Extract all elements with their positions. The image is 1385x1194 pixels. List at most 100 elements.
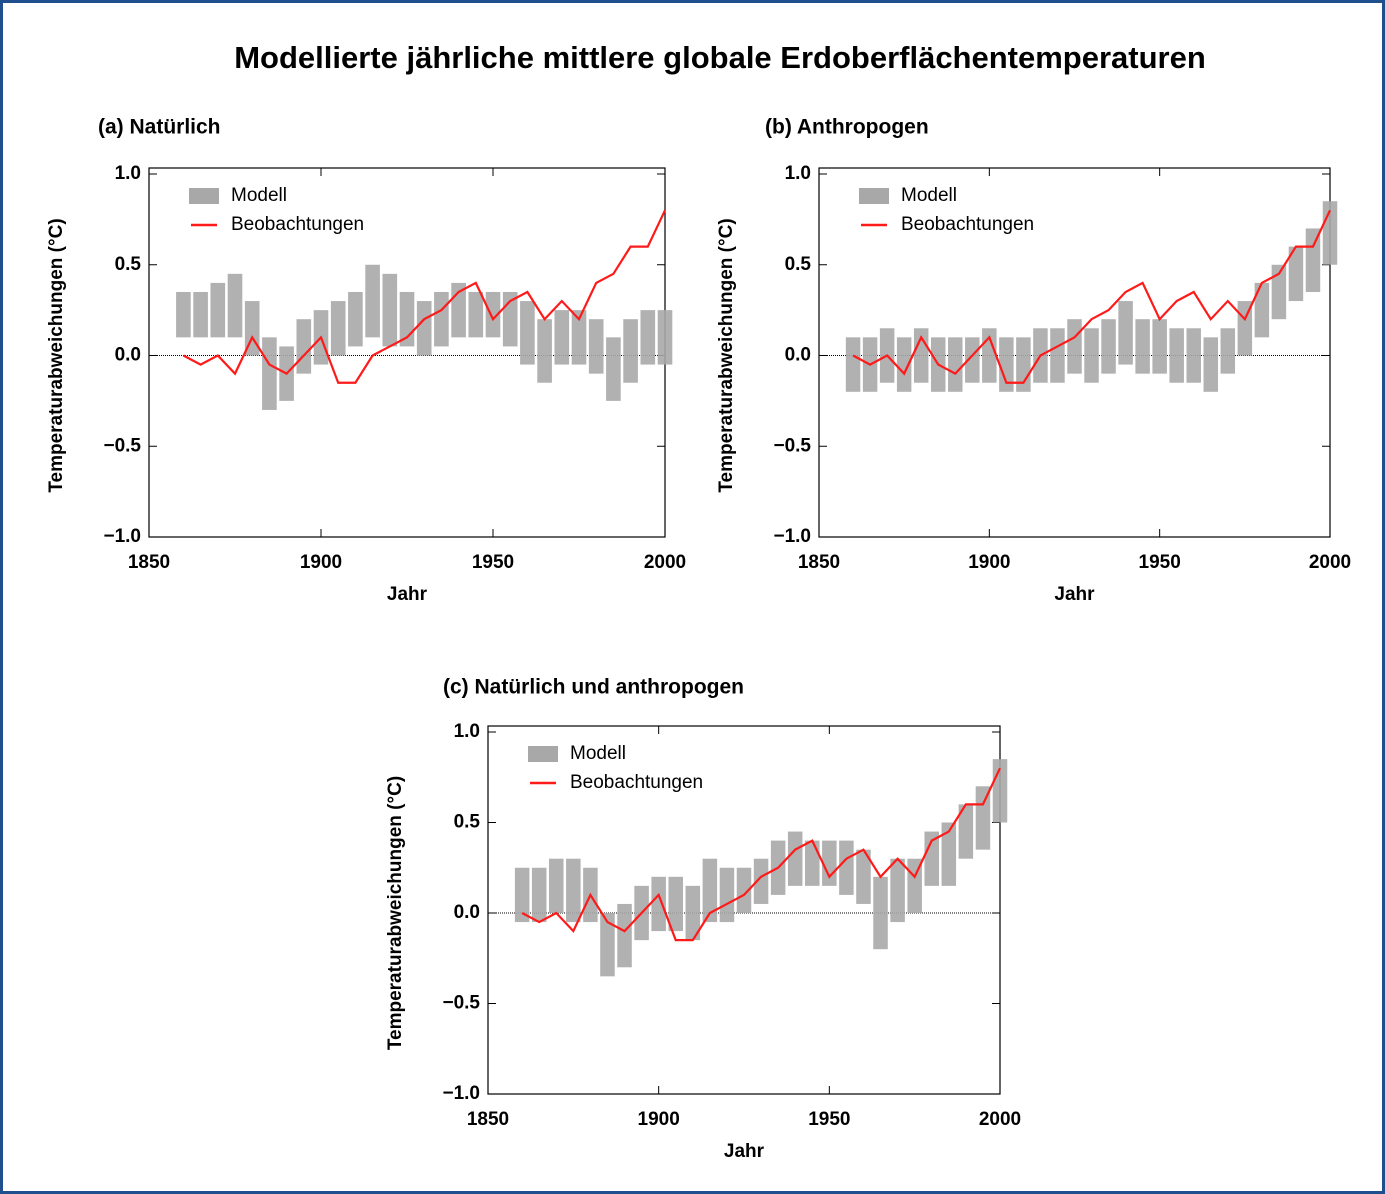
model-range bbox=[514, 867, 530, 923]
model-range bbox=[845, 337, 861, 392]
x-tick-label: 1900 bbox=[968, 552, 1010, 573]
y-tick-label: 1.0 bbox=[454, 721, 480, 742]
model-range bbox=[227, 273, 243, 338]
y-tick-label: −1.0 bbox=[103, 526, 141, 547]
model-range bbox=[1203, 337, 1219, 392]
model-range bbox=[566, 858, 581, 923]
y-axis-label: Temperaturabweichungen (°C) bbox=[385, 776, 406, 1050]
model-range bbox=[702, 858, 718, 923]
model-range bbox=[485, 291, 501, 338]
model-range bbox=[948, 337, 963, 392]
y-tick-label: 1.0 bbox=[785, 163, 811, 184]
model-range bbox=[571, 310, 587, 365]
y-tick-label: −1.0 bbox=[442, 1083, 480, 1104]
model-range bbox=[262, 337, 277, 410]
model-range bbox=[554, 310, 570, 365]
legend-label: Beobachtungen bbox=[570, 772, 703, 793]
model-range bbox=[330, 301, 346, 356]
model-range bbox=[537, 319, 552, 383]
model-range bbox=[1118, 301, 1133, 365]
model-range bbox=[365, 264, 380, 338]
model-range bbox=[640, 310, 656, 365]
legend-label: Beobachtungen bbox=[231, 214, 364, 235]
model-range bbox=[1101, 319, 1116, 374]
y-tick-label: 0.5 bbox=[785, 254, 812, 275]
x-tick-label: 2000 bbox=[979, 1109, 1021, 1130]
model-range bbox=[1169, 328, 1184, 383]
y-axis-label: Temperaturabweichungen (°C) bbox=[716, 218, 737, 492]
model-range bbox=[856, 849, 871, 904]
y-tick-label: 0.5 bbox=[454, 812, 481, 833]
model-range bbox=[617, 903, 632, 968]
model-range bbox=[416, 301, 432, 356]
model-range bbox=[958, 804, 974, 859]
y-tick-label: −1.0 bbox=[773, 526, 811, 547]
model-range bbox=[787, 831, 803, 886]
y-tick-label: 0.0 bbox=[454, 902, 480, 923]
model-range bbox=[1135, 319, 1150, 374]
model-range bbox=[753, 858, 769, 904]
model-range bbox=[1152, 319, 1167, 374]
y-axis-label: Temperaturabweichungen (°C) bbox=[46, 218, 67, 492]
legend-label: Modell bbox=[901, 185, 957, 206]
model-range bbox=[1220, 328, 1236, 374]
model-range bbox=[193, 291, 208, 338]
model-range bbox=[606, 337, 621, 401]
x-tick-label: 1850 bbox=[798, 552, 840, 573]
x-tick-label: 1850 bbox=[467, 1109, 509, 1130]
x-axis-label: Jahr bbox=[724, 1141, 765, 1162]
y-tick-label: −0.5 bbox=[773, 435, 811, 456]
model-range bbox=[382, 273, 398, 347]
model-range bbox=[531, 867, 547, 923]
model-range bbox=[296, 319, 312, 374]
model-range bbox=[588, 319, 604, 374]
x-axis-label: Jahr bbox=[1054, 584, 1095, 605]
model-range bbox=[348, 291, 363, 347]
panel-title: (b) Anthropogen bbox=[765, 116, 929, 139]
model-range bbox=[999, 337, 1014, 392]
x-tick-label: 1950 bbox=[472, 552, 514, 573]
model-range bbox=[549, 858, 564, 913]
observation-line bbox=[852, 209, 1331, 384]
figure-title: Modellierte jährliche mittlere globale E… bbox=[234, 40, 1206, 75]
model-range bbox=[975, 786, 991, 850]
legend-label: Modell bbox=[570, 743, 626, 764]
x-tick-label: 1950 bbox=[808, 1109, 850, 1130]
y-tick-label: −0.5 bbox=[442, 993, 480, 1014]
model-range bbox=[896, 337, 912, 392]
legend-swatch bbox=[528, 746, 558, 762]
model-range bbox=[1254, 282, 1270, 338]
y-tick-label: 0.0 bbox=[115, 345, 141, 366]
x-axis-label: Jahr bbox=[387, 584, 428, 605]
model-range bbox=[924, 831, 939, 886]
plot-area bbox=[487, 725, 1001, 1095]
model-range bbox=[623, 319, 638, 383]
panel-title: (c) Natürlich und anthropogen bbox=[443, 676, 744, 699]
model-range bbox=[1084, 328, 1099, 383]
x-tick-label: 1900 bbox=[638, 1109, 680, 1130]
legend-swatch bbox=[859, 188, 889, 204]
legend-label: Beobachtungen bbox=[901, 214, 1034, 235]
y-tick-label: 1.0 bbox=[115, 163, 141, 184]
model-range bbox=[657, 310, 673, 365]
model-range bbox=[468, 291, 484, 338]
model-range bbox=[1288, 246, 1304, 302]
model-range bbox=[176, 291, 191, 338]
legend-label: Modell bbox=[231, 185, 287, 206]
model-range bbox=[1271, 264, 1287, 320]
x-tick-label: 1850 bbox=[128, 552, 170, 573]
model-range bbox=[1050, 328, 1065, 383]
model-range bbox=[736, 867, 752, 913]
plot-area bbox=[818, 167, 1331, 538]
model-range bbox=[719, 867, 735, 923]
model-range bbox=[1186, 328, 1201, 383]
observation-line bbox=[521, 767, 1001, 942]
model-range bbox=[434, 291, 449, 347]
model-range bbox=[685, 885, 701, 941]
x-tick-label: 2000 bbox=[644, 552, 686, 573]
model-range bbox=[668, 876, 683, 932]
model-range bbox=[651, 876, 666, 932]
